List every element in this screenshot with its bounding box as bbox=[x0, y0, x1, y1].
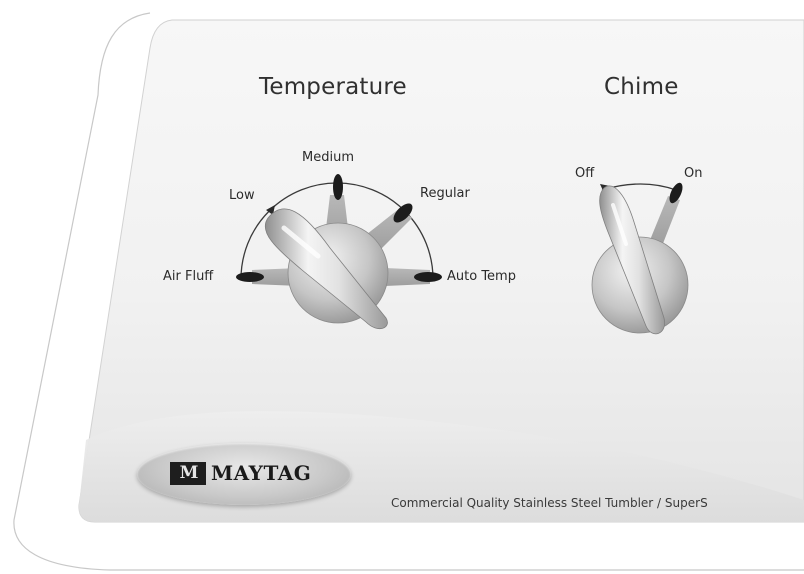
maytag-logo-badge: M MAYTAG bbox=[137, 443, 351, 505]
maytag-logo-wordmark: MAYTAG bbox=[211, 461, 312, 485]
maytag-logo-mark: M bbox=[170, 462, 206, 485]
panel-tagline: Commercial Quality Stainless Steel Tumbl… bbox=[391, 496, 708, 510]
temperature-title: Temperature bbox=[259, 74, 407, 100]
chime-knob-handle bbox=[599, 185, 666, 335]
temperature-option-air-fluff[interactable]: Air Fluff bbox=[163, 269, 214, 284]
chime-option-on[interactable]: On bbox=[684, 166, 703, 181]
chime-title: Chime bbox=[604, 74, 679, 100]
chime-on-marker bbox=[669, 182, 683, 204]
temperature-knob-dial[interactable] bbox=[236, 174, 442, 330]
temperature-pointer-tick bbox=[266, 205, 275, 215]
temperature-option-auto-temp[interactable]: Auto Temp bbox=[447, 269, 516, 284]
chime-knob-dial[interactable] bbox=[591, 181, 689, 335]
temperature-option-low[interactable]: Low bbox=[229, 188, 255, 203]
chime-ghost-handle bbox=[650, 196, 680, 246]
temperature-option-medium[interactable]: Medium bbox=[302, 150, 354, 165]
chime-option-off[interactable]: Off bbox=[575, 166, 595, 181]
temperature-option-regular[interactable]: Regular bbox=[420, 186, 470, 201]
console-outline bbox=[13, 12, 804, 571]
temperature-position-markers bbox=[236, 174, 442, 282]
